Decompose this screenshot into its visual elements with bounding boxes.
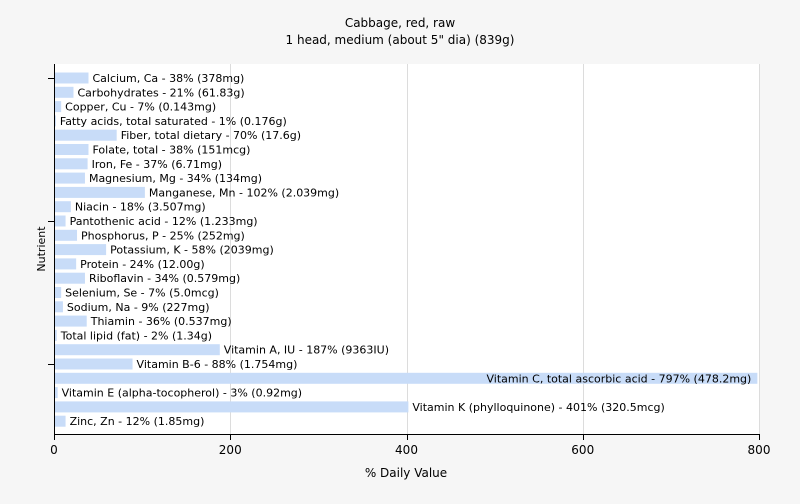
bars (55, 72, 758, 427)
bar-6 (55, 158, 88, 170)
bar-19 (55, 344, 220, 356)
bar-13 (55, 258, 77, 270)
bar-4 (55, 129, 117, 141)
bar-label-18: Total lipid (fat) - 2% (1.34g) (60, 329, 212, 342)
plot-area (54, 64, 759, 434)
bar-label-15: Selenium, Se - 7% (5.0mcg) (65, 287, 219, 300)
bar-label-12: Potassium, K - 58% (2039mg) (110, 244, 274, 257)
bar-22 (55, 387, 58, 399)
bar-label-14: Riboflavin - 34% (0.579mg) (89, 272, 240, 285)
x-tick-label-0: 0 (50, 443, 58, 457)
bar-1 (55, 86, 74, 98)
x-tick-label-3: 600 (571, 443, 594, 457)
bar-23 (55, 401, 409, 413)
bar-24 (55, 415, 66, 427)
bar-17 (55, 315, 87, 327)
bar-label-3: Fatty acids, total saturated - 1% (0.176… (60, 115, 287, 128)
bar-20 (55, 358, 133, 370)
bar-label-1: Carbohydrates - 21% (61.83g) (78, 86, 245, 99)
bar-label-5: Folate, total - 38% (151mcg) (92, 144, 250, 157)
gridlines (230, 64, 760, 434)
bar-label-8: Manganese, Mn - 102% (2.039mg) (149, 186, 339, 199)
x-axis-title: % Daily Value (365, 466, 447, 480)
bar-label-21: Vitamin C, total ascorbic acid - 797% (4… (487, 372, 752, 385)
bar-8 (55, 186, 145, 198)
y-axis-title: Nutrient (35, 226, 48, 272)
bar-label-9: Niacin - 18% (3.507mg) (75, 201, 206, 214)
bar-11 (55, 229, 78, 241)
bar-12 (55, 244, 107, 256)
bar-label-11: Phosphorus, P - 25% (252mg) (81, 229, 245, 242)
bar-5 (55, 144, 89, 155)
x-tick-label-1: 200 (219, 443, 242, 457)
bar-label-20: Vitamin B-6 - 88% (1.754mg) (137, 358, 298, 371)
bar-18 (55, 329, 57, 341)
axes: 0 200 400 600 800 (48, 64, 770, 457)
bar-16 (55, 301, 63, 313)
bar-label-22: Vitamin E (alpha-tocopherol) - 3% (0.92m… (62, 387, 302, 400)
bar-0 (55, 72, 89, 84)
bar-label-23: Vitamin K (phylloquinone) - 401% (320.5m… (412, 401, 664, 414)
bar-label-19: Vitamin A, IU - 187% (9363IU) (224, 344, 389, 357)
bar-9 (55, 201, 71, 213)
bar-2 (55, 101, 62, 113)
bar-label-6: Iron, Fe - 37% (6.71mg) (92, 158, 222, 171)
bar-label-24: Zinc, Zn - 12% (1.85mg) (70, 415, 205, 428)
bar-labels: Calcium, Ca - 38% (378mg)Carbohydrates -… (60, 72, 752, 428)
bar-15 (55, 287, 62, 298)
bar-14 (55, 272, 85, 284)
bar-label-16: Sodium, Na - 9% (227mg) (67, 301, 210, 314)
bar-label-7: Magnesium, Mg - 34% (134mg) (89, 172, 262, 185)
x-tick-label-4: 800 (748, 443, 771, 457)
bar-7 (55, 172, 85, 184)
bar-label-10: Pantothenic acid - 12% (1.233mg) (70, 215, 258, 228)
chart-subtitle: 1 head, medium (about 5" dia) (839g) (286, 33, 515, 47)
bar-label-4: Fiber, total dietary - 70% (17.6g) (121, 129, 301, 142)
bar-label-17: Thiamin - 36% (0.537mg) (90, 315, 232, 328)
bar-label-2: Copper, Cu - 7% (0.143mg) (65, 101, 216, 114)
bar-label-13: Protein - 24% (12.00g) (80, 258, 205, 271)
chart-title: Cabbage, red, raw (345, 16, 456, 30)
bar-3 (55, 115, 56, 127)
bar-21 (55, 372, 758, 384)
bar-10 (55, 215, 66, 227)
bar-label-0: Calcium, Ca - 38% (378mg) (92, 72, 244, 85)
x-tick-label-2: 400 (395, 443, 418, 457)
